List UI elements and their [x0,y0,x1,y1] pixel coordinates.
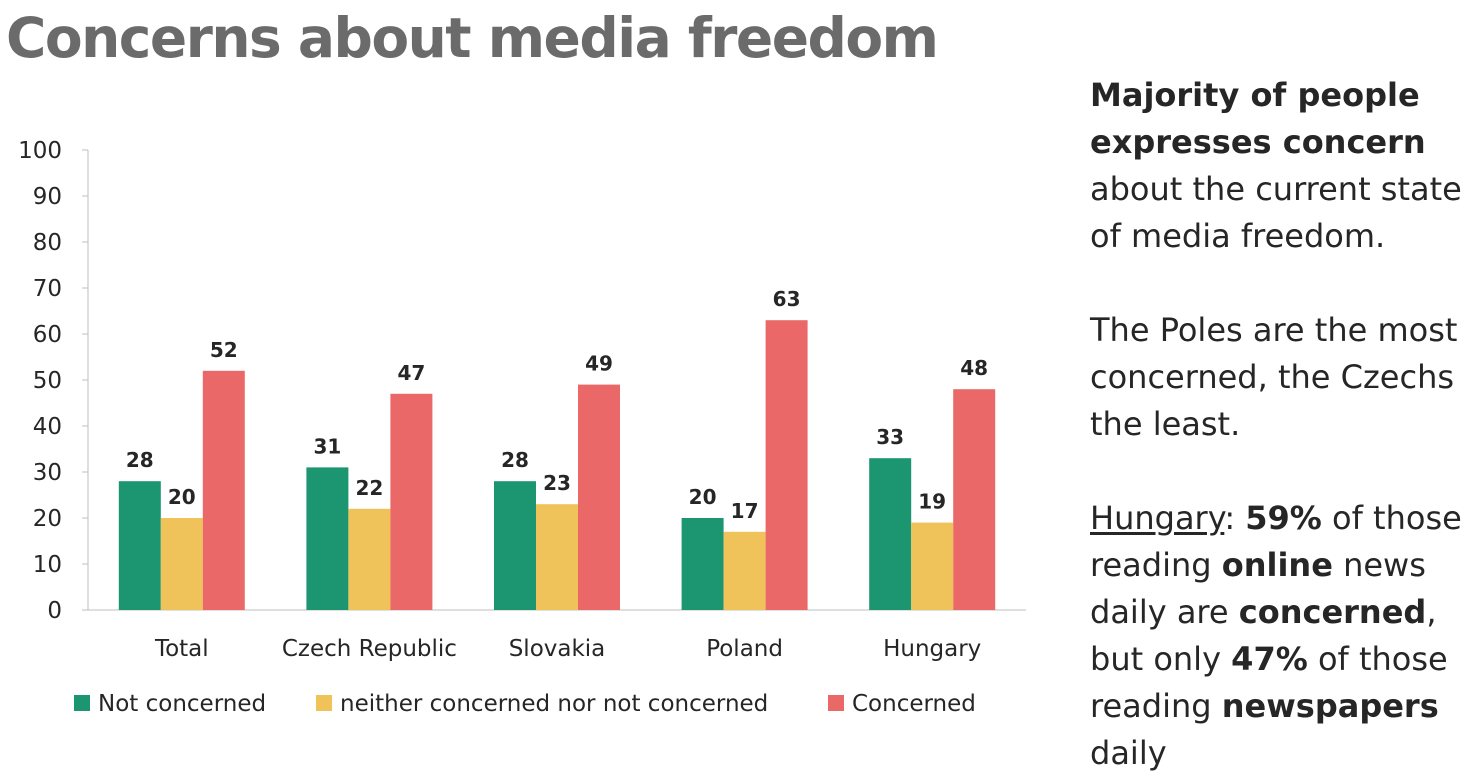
data-label: 28 [126,448,154,472]
y-tick-label: 30 [33,460,62,486]
data-label: 49 [585,352,613,376]
bar-chart: 0 10 20 30 40 50 60 70 80 90 100 28 20 52 31 22 47 28 23 4… [18,138,1026,717]
commentary-highlight: newspapers [1221,687,1439,725]
data-label: 22 [355,476,383,500]
y-tick-label: 100 [18,138,62,164]
commentary-text: about the current state of media freedom… [1090,170,1462,255]
bars [118,320,996,610]
bar [202,370,245,610]
data-label: 20 [168,485,196,509]
data-label: 19 [918,490,946,514]
legend-label: neither concerned nor not concerned [340,691,768,717]
y-tick-label: 80 [33,230,62,256]
bar [348,508,391,610]
x-category-label: Czech Republic [282,636,457,662]
bar [953,389,996,610]
page-title: Concerns about media freedom [6,6,939,70]
legend-label: Not concerned [98,691,266,717]
y-tick-label: 40 [33,414,62,440]
x-axis-categories: Total Czech Republic Slovakia Poland Hungary [154,636,981,662]
bar [765,320,808,610]
data-label: 33 [876,425,904,449]
commentary-text: news daily are [1090,546,1426,631]
commentary-highlight: Majority of people expresses concern [1090,76,1426,161]
bar [723,531,766,610]
legend: Not concerned neither concerned nor not c… [74,691,976,717]
legend-swatch [74,695,90,711]
bar [118,481,161,610]
data-labels: 28 20 52 31 22 47 28 23 49 20 17 63 33 19 48 [126,287,988,523]
commentary-country: Hungary [1090,499,1225,537]
commentary: Majority of people expresses concern abo… [1090,72,1480,777]
commentary-text: daily [1090,734,1167,772]
data-label: 63 [773,287,801,311]
commentary-highlight: 47% [1231,640,1308,678]
data-label: 47 [397,361,425,385]
x-category-label: Slovakia [509,636,606,662]
y-tick-label: 50 [33,368,62,394]
bar [869,458,912,610]
data-label: 28 [501,448,529,472]
bar [160,518,203,610]
bar [306,467,349,610]
data-label: 48 [960,356,988,380]
bar [578,384,620,610]
bar [494,481,536,610]
y-tick-label: 70 [33,276,62,302]
commentary-highlight: online [1221,546,1333,584]
commentary-text: of those reading [1090,499,1462,584]
data-label: 31 [313,434,341,458]
legend-swatch [316,695,332,711]
commentary-paragraph-1: Majority of people expresses concern abo… [1090,72,1480,260]
y-tick-label: 20 [33,506,62,532]
data-label: 23 [543,471,571,495]
y-tick-label: 60 [33,322,62,348]
y-tick-label: 90 [33,184,62,210]
bar [390,393,433,610]
commentary-text: of those reading [1090,640,1448,725]
y-tick-label: 10 [33,552,62,578]
x-category-label: Hungary [883,636,981,662]
data-label: 20 [689,485,717,509]
y-tick-label: 0 [47,598,62,624]
bar [536,504,578,610]
bar [911,522,954,610]
legend-label: Concerned [852,691,976,717]
x-category-label: Total [154,636,209,662]
x-category-label: Poland [706,636,783,662]
data-label: 52 [210,338,238,362]
commentary-highlight: concerned [1238,593,1427,631]
commentary-text: , but only [1090,593,1437,678]
data-label: 17 [731,499,759,523]
commentary-paragraph-2: The Poles are the most concerned, the Cz… [1090,311,1458,443]
legend-swatch [828,695,844,711]
bar [681,518,724,610]
commentary-paragraph-3: Hungary: 59% of those reading online new… [1090,495,1480,777]
commentary-highlight: 59% [1245,499,1322,537]
commentary-text: : [1224,499,1246,537]
